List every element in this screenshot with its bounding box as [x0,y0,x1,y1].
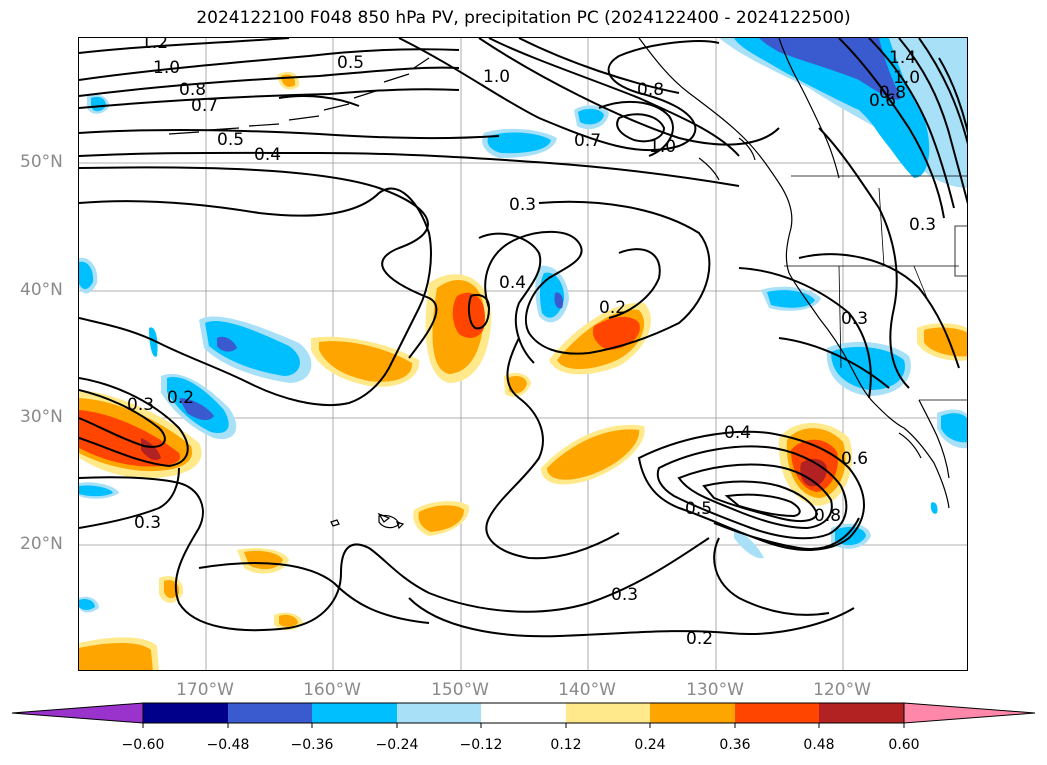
contour-label: 0.2 [599,298,626,318]
precip-negative-region [149,327,158,357]
precip-positive-region [418,505,464,532]
colorbar [11,702,1036,728]
contour-label: 0.6 [841,449,868,469]
contour-label: 0.2 [167,388,194,408]
contour-label: 0.7 [191,96,218,116]
lat-label-30: 30°N [20,407,63,427]
precip-negative-region [941,413,967,443]
colorbar-segment [312,703,397,723]
contour-label: 0.3 [909,215,936,235]
coastlines [168,38,950,530]
precip-negative-region [759,38,901,100]
precip-positive-region [141,438,161,461]
colorbar-segment [143,703,228,723]
contour-label: 0.8 [814,506,841,526]
colorbar-segment [819,703,904,723]
colorbar-segment [650,703,735,723]
colorbar-tick-label: −0.60 [121,737,165,753]
colorbar-segment [397,703,481,723]
lat-label-40: 40°N [20,280,63,300]
map-panel: 1.2 1.0 0.8 0.7 0.5 0.4 0.5 1.0 0.8 0.7 … [78,37,968,671]
contour-label: 0.2 [686,629,713,649]
lon-label-130w: 130°W [686,680,744,700]
contour-label: 0.7 [574,131,601,151]
contour-label: 0.4 [724,423,751,443]
precip-negative-region [179,398,214,420]
precip-positive-region [508,376,527,394]
country-borders [784,175,967,401]
precip-negative-region [831,346,905,390]
precip-negative-region [91,96,106,112]
colorbar-tick-label: 0.36 [719,737,751,753]
precip-shading [79,38,967,670]
contour-label: 0.3 [509,195,536,215]
colorbar-extend-high [903,702,1036,724]
precip-negative-region [554,292,564,309]
map-canvas: 1.2 1.0 0.8 0.7 0.5 0.4 0.5 1.0 0.8 0.7 … [79,38,967,670]
colorbar-tick-label: 0.12 [550,737,582,753]
colorbar-tick-label: 0.24 [634,737,666,753]
colorbar-segment [566,703,650,723]
contour-label: 0.8 [879,83,906,103]
lon-label-160w: 160°W [303,680,361,700]
lon-label-150w: 150°W [431,680,489,700]
colorbar-tick-label: −0.24 [375,737,419,753]
precip-negative-region [79,485,113,497]
lon-label-120w: 120°W [813,680,871,700]
precip-positive-region [279,614,298,627]
lon-label-170w: 170°W [176,680,234,700]
contour-label: 1.0 [483,67,510,87]
precip-negative-region [869,98,899,158]
colorbar-segment [228,703,312,723]
contour-label: 0.3 [134,513,161,533]
colorbar-extend-low [11,702,144,724]
contour-label: 1.0 [649,137,676,157]
contour-label: 1.4 [889,48,916,68]
precip-negative-region [79,598,95,610]
contour-label: 0.5 [217,130,244,150]
precip-positive-region [319,341,413,382]
colorbar-tick-label: −0.12 [459,737,503,753]
precip-positive-region [924,327,967,357]
contour-label: 0.4 [499,273,526,293]
lon-label-140w: 140°W [558,680,616,700]
contour-label: 0.3 [611,585,638,605]
precip-positive-region [547,429,640,480]
contour-label: 0.5 [685,499,712,519]
contour-labels: 1.2 1.0 0.8 0.7 0.5 0.4 0.5 1.0 0.8 0.7 … [127,38,936,649]
colorbar-tick-label: −0.48 [206,737,250,753]
contour-label: 0.5 [337,53,364,73]
contour-label: 0.4 [254,145,281,165]
precip-negative-region [930,502,938,514]
colorbar-segment [481,703,566,723]
colorbar-segment [735,703,819,723]
colorbar-tick-label: 0.60 [888,737,920,753]
contour-label: 1.2 [141,38,168,53]
precip-negative-region [578,108,604,125]
precip-positive-region [592,316,640,350]
precip-positive-region [79,643,153,670]
chart-title: 2024122100 F048 850 hPa PV, precipitatio… [196,8,851,28]
contour-label: 0.8 [179,80,206,100]
precip-negative-region [217,336,237,352]
pv-contours [79,38,967,638]
contour-label: 0.3 [841,309,868,329]
contour-label: 0.6 [869,91,896,111]
precip-negative-region [79,261,94,290]
contour-label: 0.8 [637,80,664,100]
precip-negative-region [205,320,300,376]
contour-label: 1.0 [153,58,180,78]
colorbar-tick-label: 0.48 [803,737,835,753]
precip-negative-region [487,132,551,154]
contour-label: 0.3 [127,395,154,415]
precip-negative-region [734,528,764,559]
colorbar-tick-label: −0.36 [290,737,334,753]
lat-label-50: 50°N [20,152,63,172]
contour-label: 1.0 [893,68,920,88]
lat-label-20: 20°N [20,534,63,554]
